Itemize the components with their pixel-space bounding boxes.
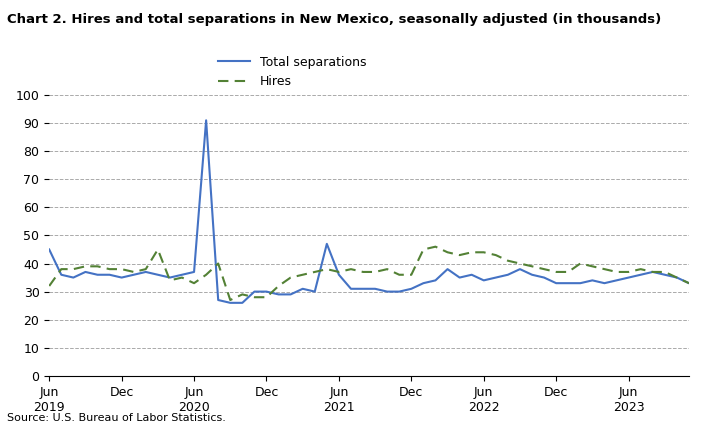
- Total separations: [419, 281, 427, 286]
- Total separations: [311, 289, 319, 294]
- Hires: [45, 283, 53, 289]
- Total separations: [45, 247, 53, 252]
- Total separations: [685, 281, 693, 286]
- Line: Total separations: Total separations: [49, 120, 689, 303]
- Legend: Total separations, Hires: Total separations, Hires: [214, 51, 371, 93]
- Total separations: [456, 275, 464, 280]
- Hires: [685, 281, 693, 286]
- Total separations: [503, 272, 512, 277]
- Total separations: [444, 267, 452, 272]
- Text: Chart 2. Hires and total separations in New Mexico, seasonally adjusted (in thou: Chart 2. Hires and total separations in …: [7, 13, 662, 26]
- Hires: [503, 258, 512, 263]
- Total separations: [202, 118, 210, 123]
- Total separations: [226, 300, 235, 305]
- Hires: [456, 252, 464, 257]
- Hires: [299, 272, 307, 277]
- Hires: [154, 247, 162, 252]
- Hires: [431, 244, 439, 249]
- Hires: [444, 250, 452, 255]
- Text: Source: U.S. Bureau of Labor Statistics.: Source: U.S. Bureau of Labor Statistics.: [7, 413, 226, 423]
- Hires: [407, 272, 415, 277]
- Total separations: [154, 272, 162, 277]
- Hires: [226, 297, 235, 302]
- Line: Hires: Hires: [49, 247, 689, 300]
